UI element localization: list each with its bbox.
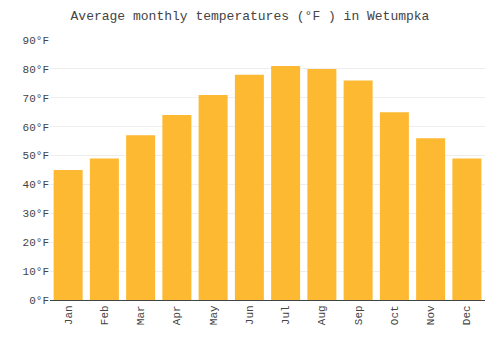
svg-text:May: May: [208, 305, 220, 325]
svg-text:Dec: Dec: [461, 305, 473, 325]
svg-text:50°F: 50°F: [23, 150, 49, 162]
svg-text:40°F: 40°F: [23, 179, 49, 191]
svg-text:80°F: 80°F: [23, 64, 49, 76]
svg-text:Oct: Oct: [389, 305, 401, 325]
svg-text:Jan: Jan: [63, 305, 75, 325]
svg-text:Aug: Aug: [316, 305, 328, 325]
svg-text:Apr: Apr: [171, 305, 183, 325]
svg-text:30°F: 30°F: [23, 208, 49, 220]
svg-text:Feb: Feb: [99, 305, 111, 325]
svg-text:Average monthly temperatures (: Average monthly temperatures (°F ) in We…: [71, 9, 430, 24]
svg-text:10°F: 10°F: [23, 266, 49, 278]
svg-text:60°F: 60°F: [23, 122, 49, 134]
svg-text:Jul: Jul: [280, 305, 292, 325]
svg-text:20°F: 20°F: [23, 237, 49, 249]
svg-text:Sep: Sep: [353, 305, 365, 325]
svg-text:Jun: Jun: [244, 305, 256, 325]
svg-text:Nov: Nov: [425, 305, 437, 325]
svg-text:Mar: Mar: [135, 305, 147, 325]
svg-text:70°F: 70°F: [23, 93, 49, 105]
svg-text:0°F: 0°F: [29, 295, 49, 307]
svg-text:90°F: 90°F: [23, 35, 49, 47]
